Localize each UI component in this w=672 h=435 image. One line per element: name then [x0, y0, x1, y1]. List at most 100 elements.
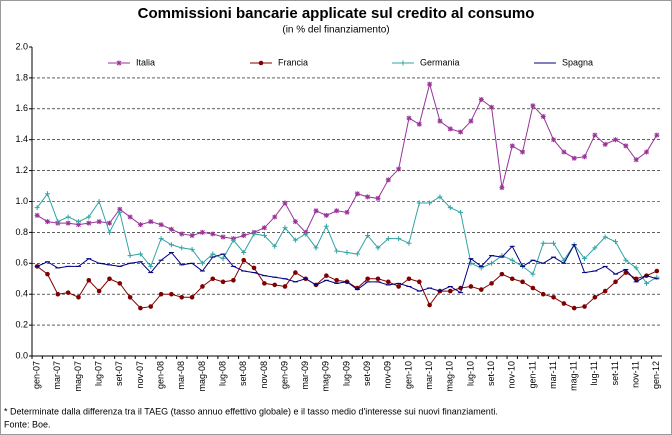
point [272, 282, 278, 288]
point [334, 277, 339, 283]
point [158, 222, 164, 228]
point [210, 231, 216, 237]
x-tick-label: mag-07 [73, 361, 83, 392]
point [189, 246, 195, 252]
x-tick-label: gen-09 [279, 361, 289, 389]
point [633, 157, 639, 163]
point [489, 260, 495, 266]
point [334, 208, 340, 214]
point [468, 284, 474, 289]
point [148, 263, 154, 269]
point [199, 260, 205, 266]
point [375, 276, 381, 282]
point [654, 268, 660, 274]
point [530, 285, 536, 291]
point [262, 281, 267, 286]
point [86, 214, 92, 220]
y-tick-label: 0.4 [15, 289, 28, 299]
point [644, 280, 650, 286]
point [561, 149, 567, 155]
x-tick-label: set-07 [114, 361, 124, 386]
point [179, 245, 185, 251]
x-tick-label: mag-09 [321, 361, 331, 392]
point [509, 257, 515, 263]
y-tick-label: 0.8 [15, 227, 28, 237]
point [86, 277, 92, 283]
point [96, 199, 102, 204]
y-tick-label: 1.2 [15, 165, 28, 175]
point [530, 103, 536, 109]
point [65, 220, 71, 226]
point [168, 226, 174, 232]
y-tick-label: 0.0 [15, 350, 28, 360]
point [65, 214, 71, 220]
point [509, 276, 515, 282]
point [582, 256, 588, 262]
point [396, 236, 402, 242]
point [44, 219, 50, 225]
point [520, 149, 526, 155]
chart-title: Commissioni bancarie applicate sul credi… [138, 5, 535, 22]
chart-subtitle: (in % del finanziamento) [282, 25, 389, 36]
legend-label: Italia [136, 57, 155, 67]
point [561, 301, 567, 306]
point [592, 294, 598, 300]
point [551, 240, 557, 246]
y-tick-label: 1.4 [15, 134, 28, 144]
x-tick-label: mar-11 [548, 361, 558, 389]
point [258, 60, 264, 66]
x-tick-label: nov-11 [631, 361, 641, 388]
x-tick-label: mag-08 [197, 361, 207, 392]
y-tick-label: 2.0 [15, 41, 28, 51]
point [55, 219, 61, 225]
point [427, 200, 433, 206]
point [334, 248, 340, 254]
point [86, 220, 92, 226]
point [385, 177, 391, 183]
x-tick-label: lug-10 [465, 361, 475, 386]
x-tick-label: lug-07 [94, 361, 104, 386]
point [158, 236, 164, 242]
point [396, 284, 401, 289]
x-tick-label: lug-08 [217, 361, 227, 386]
point [261, 232, 267, 238]
point [241, 232, 247, 238]
point [34, 212, 40, 218]
point [76, 294, 81, 300]
x-tick-label: set-10 [486, 361, 496, 386]
point [613, 137, 619, 143]
point [323, 223, 329, 229]
point [582, 304, 587, 309]
point [406, 240, 412, 246]
point [365, 194, 371, 200]
point [633, 265, 639, 271]
point [396, 166, 402, 172]
x-tick-label: mag-10 [445, 361, 455, 392]
point [323, 212, 329, 218]
point [344, 249, 350, 255]
x-tick-label: nov-09 [383, 361, 393, 389]
point [138, 305, 143, 311]
point [447, 205, 453, 211]
x-tick-label: mar-10 [424, 361, 434, 390]
point [654, 132, 660, 138]
point [499, 271, 505, 277]
legend-label: Germania [420, 57, 460, 67]
point [478, 287, 484, 292]
x-tick-label: lug-09 [341, 361, 351, 386]
point [137, 251, 143, 257]
x-tick-label: mar-07 [52, 361, 62, 390]
x-tick-label: set-11 [610, 361, 620, 385]
footnote: * Determinate dalla differenza tra il TA… [4, 406, 498, 416]
point [623, 257, 629, 263]
point [261, 225, 267, 231]
point [468, 118, 474, 124]
x-tick-label: mar-08 [176, 361, 186, 390]
x-tick-label: gen-07 [32, 361, 42, 389]
point [251, 231, 257, 237]
point [127, 214, 133, 220]
point [116, 60, 122, 66]
point [272, 214, 278, 220]
x-tick-label: mar-09 [300, 361, 310, 390]
